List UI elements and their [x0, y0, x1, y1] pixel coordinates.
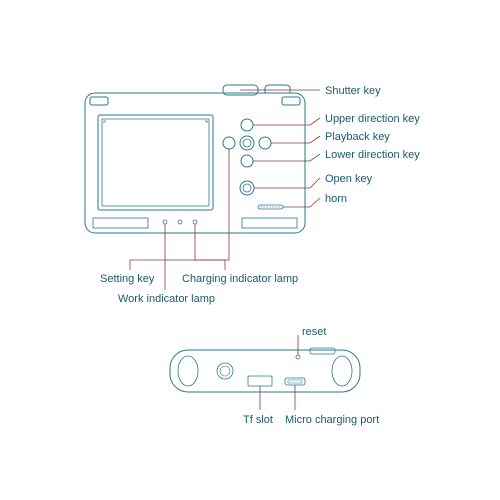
setting-label: Setting key — [100, 273, 155, 285]
micro-port-label: Micro charging port — [285, 414, 379, 426]
camera-back-view — [85, 85, 305, 233]
open-label: Open key — [325, 173, 373, 185]
camera-bottom-view — [170, 348, 360, 392]
shutter-label: Shutter key — [325, 85, 381, 97]
charging-ind-label: Charging indicator lamp — [182, 273, 298, 285]
tf-slot-label: Tf slot — [243, 414, 273, 426]
reset-label: reset — [302, 326, 326, 338]
back-callouts — [130, 90, 320, 290]
work-ind-label: Work indicator lamp — [118, 293, 215, 305]
horn-label: horn — [325, 193, 347, 205]
camera-diagram: Shutter key Upper direction key Playback… — [0, 0, 500, 500]
lower-dir-label: Lower direction key — [325, 149, 420, 161]
playback-label: Playback key — [325, 131, 390, 143]
upper-dir-label: Upper direction key — [325, 113, 420, 125]
back-labels: Shutter key Upper direction key Playback… — [100, 85, 420, 305]
bottom-callouts — [260, 335, 298, 410]
